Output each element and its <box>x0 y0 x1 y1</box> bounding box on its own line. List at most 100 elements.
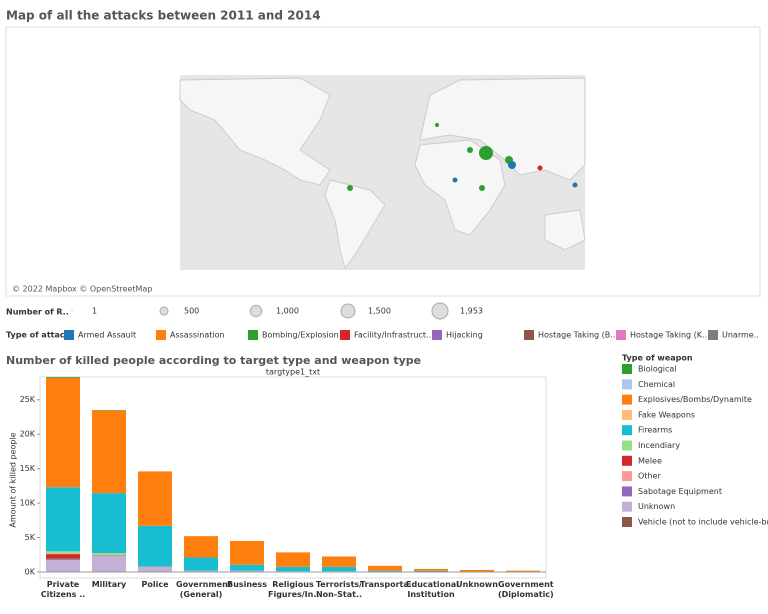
bar-segment <box>368 565 402 571</box>
map-attribution: © 2022 Mapbox © OpenStreetMap <box>12 285 152 294</box>
y-tick-label: 15K <box>20 464 36 473</box>
legend-swatch <box>622 501 632 512</box>
legend-label: Melee <box>638 456 662 465</box>
size-legend-label: 1,000 <box>276 307 299 316</box>
size-legend-label: 1,953 <box>460 307 483 316</box>
bar-segment <box>322 566 356 572</box>
size-legend-title: Number of R.. <box>6 308 69 317</box>
legend-swatch <box>622 394 632 405</box>
attack-legend-label: Hijacking <box>446 331 483 340</box>
bar-segment <box>506 570 540 572</box>
attack-legend-label: Bombing/Explosion <box>262 331 339 340</box>
bar-segment <box>92 555 126 572</box>
attack-swatch <box>524 330 534 340</box>
attack-swatch <box>64 330 74 340</box>
x-tick-label: Religious Figures/In.. <box>268 580 320 599</box>
map-point <box>508 161 516 169</box>
map-point <box>467 147 473 153</box>
x-tick-label: Police <box>141 580 169 589</box>
legend-label: Unknown <box>638 502 675 511</box>
map-title: Map of all the attacks between 2011 and … <box>6 9 321 23</box>
y-axis-label: Amount of killed people <box>9 432 18 527</box>
y-tick-label: 10K <box>20 499 36 508</box>
bar-segment <box>92 410 126 494</box>
map-point <box>479 185 485 191</box>
bar-segment <box>46 377 80 488</box>
legend-label: Firearms <box>638 426 672 435</box>
legend-label: Chemical <box>638 380 675 389</box>
attack-legend-label: Hostage Taking (B.. <box>538 331 615 340</box>
bar-segment <box>414 568 448 571</box>
attack-legend-label: Unarme.. <box>722 331 759 340</box>
x-tick-label: Military <box>91 580 127 589</box>
size-legend-circle <box>159 306 169 316</box>
bar-segment <box>184 557 218 571</box>
bar-segment <box>322 556 356 567</box>
x-tick-label: Private Citizens .. <box>40 580 86 599</box>
attack-legend-label: Facility/Infrastruct.. <box>354 331 431 340</box>
map-point <box>347 185 353 191</box>
eurasia <box>419 77 586 181</box>
legend-swatch <box>622 455 632 466</box>
attack-legend-label: Armed Assault <box>78 331 136 340</box>
legend-swatch <box>622 486 632 497</box>
bar-segment <box>368 570 402 572</box>
legend-swatch <box>622 440 632 451</box>
x-header: targtype1_txt <box>266 368 320 377</box>
legend-label: Vehicle (not to include vehicle-bo.. <box>638 518 768 527</box>
bar-segment <box>46 558 80 560</box>
legend-label: Sabotage Equipment <box>638 487 722 496</box>
x-tick-label: Educational Institution <box>406 580 459 599</box>
legend-swatch <box>622 409 632 420</box>
color-legend-title: Type of attack <box>6 331 71 340</box>
bar-segment <box>460 569 494 572</box>
map-point <box>479 146 493 160</box>
legend-title: Type of weapon <box>622 354 693 363</box>
bar-segment <box>230 570 264 572</box>
y-tick-label: 25K <box>20 395 36 404</box>
attack-legend-label: Assassination <box>170 331 225 340</box>
legend-label: Incendiary <box>638 441 680 450</box>
attack-swatch <box>616 330 626 340</box>
y-tick-label: 5K <box>25 533 36 542</box>
bar-segment <box>276 566 310 572</box>
bar-segment <box>46 487 80 552</box>
x-tick-label: Government (Diplomatic) <box>498 580 554 599</box>
legend-swatch <box>622 471 632 482</box>
y-tick-label: 20K <box>20 430 36 439</box>
attack-swatch <box>708 330 718 340</box>
attack-swatch <box>432 330 442 340</box>
size-legend-circle <box>340 303 356 319</box>
size-legend-label: 1,500 <box>368 307 391 316</box>
map-tiles <box>179 75 586 270</box>
attack-swatch <box>340 330 350 340</box>
bar-segment <box>184 536 218 558</box>
size-legend-label: 500 <box>184 307 199 316</box>
australia <box>544 209 586 251</box>
bar-segment <box>138 471 172 526</box>
legend-label: Biological <box>638 365 677 374</box>
bar-segment <box>138 566 172 572</box>
attack-swatch <box>156 330 166 340</box>
bar-segment <box>46 553 80 555</box>
size-legend-label: 1 <box>92 307 97 316</box>
size-legend-circle <box>249 304 263 318</box>
attack-legend-label: Hostage Taking (K.. <box>630 331 707 340</box>
map-point <box>452 177 458 183</box>
map-point <box>572 182 578 188</box>
bar-segment <box>276 552 310 567</box>
bar-segment <box>414 570 448 572</box>
plot-frame <box>39 376 547 579</box>
bar-segment <box>46 554 80 559</box>
bar-segment <box>92 493 126 554</box>
x-tick-label: Unknown <box>456 580 498 589</box>
size-legend-circle <box>431 302 449 320</box>
bar-segment <box>92 553 126 556</box>
map-point <box>537 165 543 171</box>
bar-segment <box>184 570 218 572</box>
legend-label: Explosives/Bombs/Dynamite <box>638 395 752 404</box>
x-tick-label: Transporta.. <box>360 580 415 589</box>
x-tick-label: Business <box>227 580 267 589</box>
